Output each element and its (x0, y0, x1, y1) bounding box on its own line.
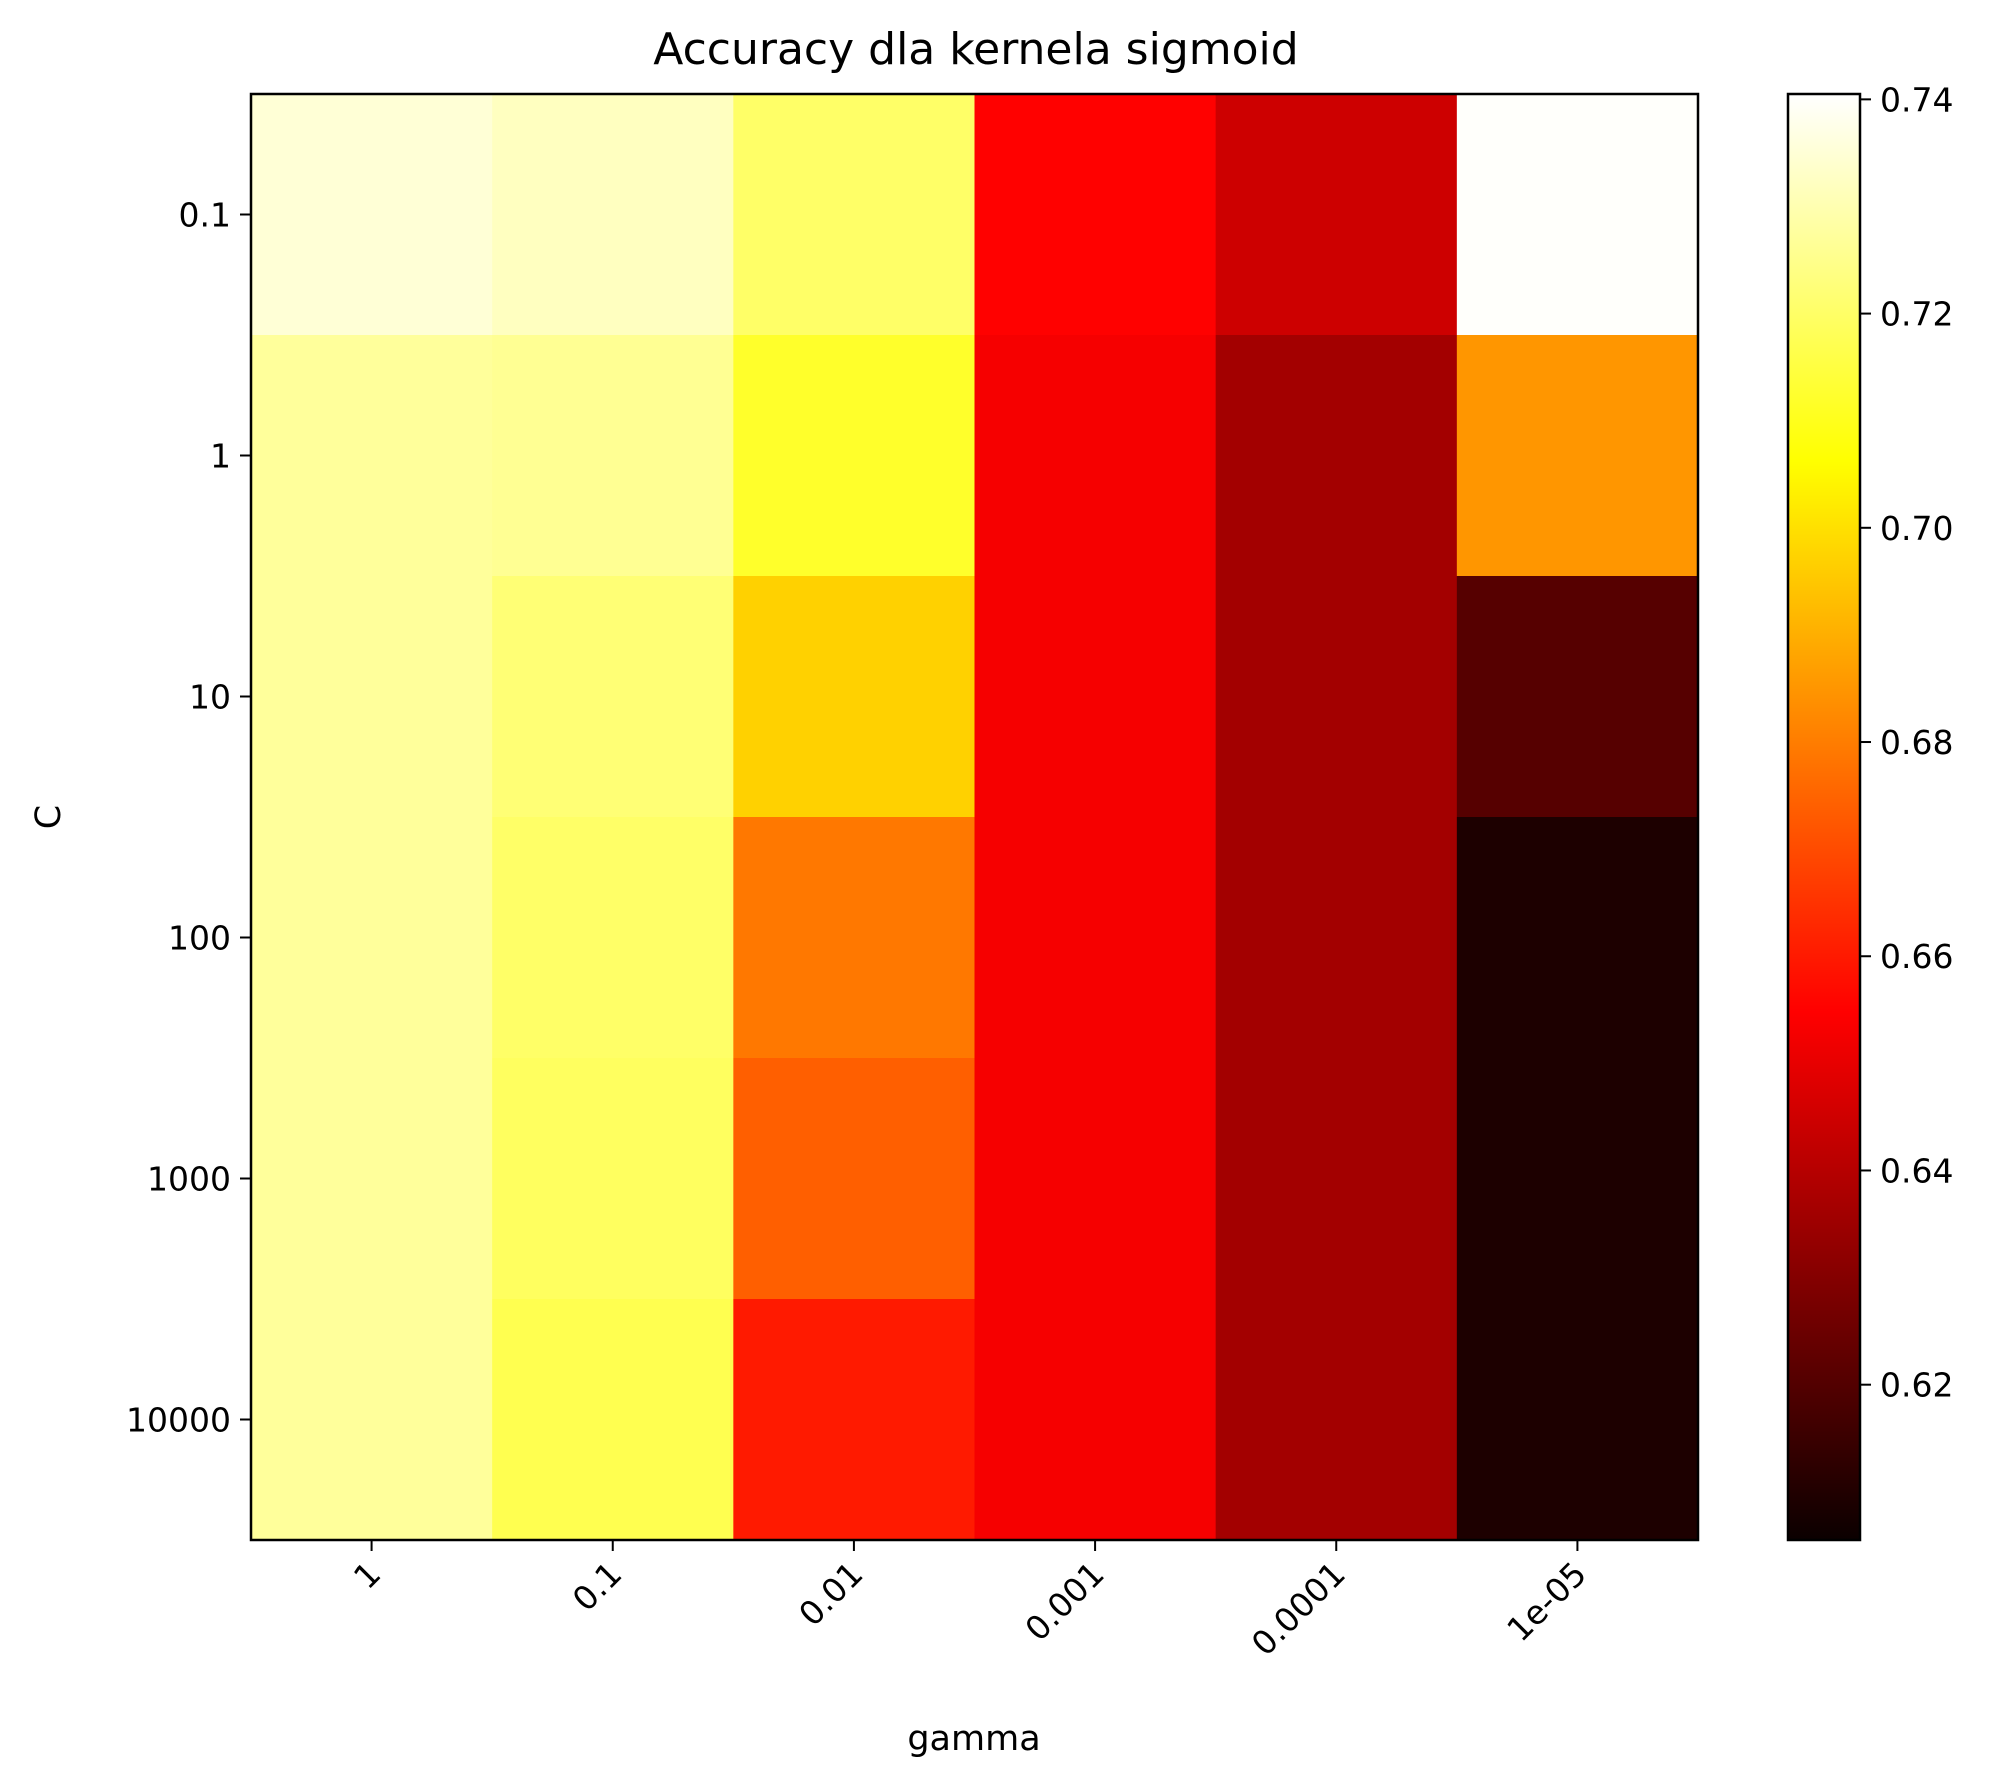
x-tick-label: 0.0001 (1244, 1554, 1353, 1663)
heatmap-cell (733, 817, 976, 1059)
y-tick-label: 100 (168, 919, 231, 958)
colorbar-tick-label: 0.66 (1880, 937, 1953, 976)
y-tick-label: 1 (210, 437, 231, 476)
heatmap-cell (492, 94, 734, 336)
heatmap-cell (733, 94, 976, 336)
y-axis-label: C (29, 805, 69, 829)
x-axis-ticks: 1 0.1 0.01 0.001 0.0001 1e-05 (346, 1540, 1594, 1663)
heatmap-cell (251, 1299, 493, 1541)
heatmap-cell (251, 1058, 493, 1300)
plot-frame (249, 92, 1700, 1542)
colorbar-tick-label: 0.72 (1880, 295, 1953, 334)
y-axis-ticks: 0.1 1 10 100 1000 10000 (126, 196, 251, 1440)
heatmap-cell (1456, 1299, 1699, 1541)
x-tick-label: 0.1 (565, 1554, 630, 1619)
heatmap-cell (733, 335, 976, 577)
heatmap-cell (1215, 335, 1458, 577)
heatmap-cell (733, 1299, 976, 1541)
heatmap-cell (974, 576, 1217, 818)
heatmap-cell (1456, 335, 1699, 577)
heatmap-cell (251, 335, 493, 577)
heatmap-cell (1215, 817, 1458, 1059)
chart-title: Accuracy dla kernela sigmoid (653, 24, 1298, 75)
heatmap-cell (1215, 1058, 1458, 1300)
heatmap-cell (492, 335, 734, 577)
heatmap-cell (1215, 94, 1458, 336)
colorbar-tick-label: 0.64 (1880, 1151, 1953, 1190)
heatmap-cell (1456, 1058, 1699, 1300)
heatmap-cell (1456, 576, 1699, 818)
heatmap-cell (733, 576, 976, 818)
heatmap-cell (1215, 1299, 1458, 1541)
colorbar (1786, 92, 1862, 1542)
colorbar-tick-label: 0.62 (1880, 1366, 1953, 1405)
x-tick-label: 0.001 (1017, 1554, 1111, 1648)
heatmap-cells (251, 94, 1699, 1541)
heatmap-cell (974, 94, 1217, 336)
heatmap-cell (251, 576, 493, 818)
x-axis-label: gamma (907, 1719, 1040, 1759)
y-tick-label: 10 (189, 678, 231, 717)
x-tick-label: 1e-05 (1499, 1554, 1594, 1649)
colorbar-tick-label: 0.68 (1880, 723, 1953, 762)
colorbar-tick-label: 0.70 (1880, 509, 1953, 548)
heatmap-cell (492, 1058, 734, 1300)
heatmap-cell (251, 94, 493, 336)
heatmap-cell (974, 1299, 1217, 1541)
heatmap-cell (251, 817, 493, 1059)
heatmap-cell (492, 576, 734, 818)
heatmap-cell (974, 817, 1217, 1059)
y-tick-label: 0.1 (179, 196, 231, 235)
x-tick-label: 1 (346, 1554, 388, 1596)
heatmap-cell (974, 335, 1217, 577)
colorbar-tick-label: 0.74 (1880, 80, 1953, 119)
heatmap-cell (492, 817, 734, 1059)
heatmap-cell (1456, 94, 1699, 336)
heatmap-cell (1215, 576, 1458, 818)
x-tick-label: 0.01 (791, 1554, 871, 1634)
y-tick-label: 1000 (147, 1160, 231, 1199)
heatmap-cell (733, 1058, 976, 1300)
heatmap-cell (492, 1299, 734, 1541)
y-tick-label: 10000 (126, 1401, 231, 1440)
heatmap-cell (1456, 817, 1699, 1059)
colorbar-ticks: 0.62 0.64 0.66 0.68 0.70 0.72 0.74 (1860, 80, 1953, 1405)
heatmap-cell (974, 1058, 1217, 1300)
